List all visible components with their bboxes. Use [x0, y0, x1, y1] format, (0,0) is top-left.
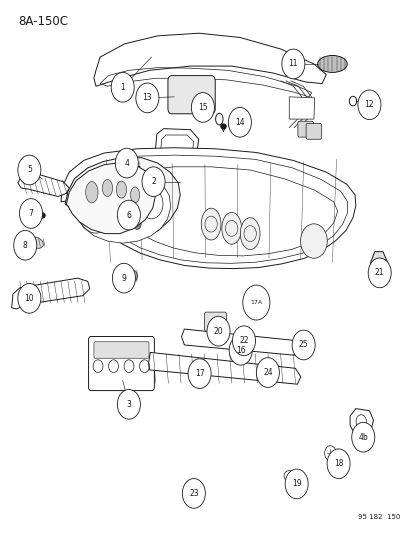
Circle shape: [19, 199, 43, 228]
FancyBboxPatch shape: [204, 312, 226, 331]
Text: 8: 8: [23, 241, 28, 250]
Text: 7: 7: [28, 209, 33, 218]
Circle shape: [111, 72, 134, 102]
Circle shape: [281, 49, 304, 79]
Polygon shape: [72, 169, 171, 243]
Text: 25: 25: [298, 341, 308, 350]
Circle shape: [18, 284, 41, 313]
Polygon shape: [133, 151, 153, 184]
Polygon shape: [65, 157, 180, 241]
Ellipse shape: [240, 217, 259, 249]
Text: 1: 1: [120, 83, 125, 92]
Text: 13: 13: [142, 93, 152, 102]
Text: 3: 3: [126, 400, 131, 409]
Polygon shape: [153, 128, 198, 193]
Ellipse shape: [263, 359, 271, 367]
Ellipse shape: [221, 213, 241, 244]
Ellipse shape: [283, 471, 294, 481]
Text: 95 182  150: 95 182 150: [357, 514, 399, 520]
Text: 18: 18: [333, 459, 342, 469]
FancyBboxPatch shape: [94, 342, 149, 358]
Circle shape: [188, 359, 211, 389]
Text: 24: 24: [262, 368, 272, 377]
Circle shape: [115, 148, 138, 178]
FancyBboxPatch shape: [168, 76, 215, 114]
Ellipse shape: [130, 187, 139, 203]
Circle shape: [367, 258, 390, 288]
Text: 4b: 4b: [358, 433, 367, 442]
Text: 20: 20: [213, 327, 223, 336]
Text: 5: 5: [27, 166, 32, 174]
Ellipse shape: [317, 55, 347, 72]
Circle shape: [191, 93, 214, 122]
Text: 23: 23: [189, 489, 198, 498]
Text: 6: 6: [126, 211, 131, 220]
Text: 2: 2: [151, 177, 156, 186]
Circle shape: [206, 317, 230, 346]
Text: 12: 12: [364, 100, 373, 109]
Text: 10: 10: [24, 294, 34, 303]
Polygon shape: [61, 148, 355, 269]
Ellipse shape: [300, 224, 327, 259]
Circle shape: [133, 219, 141, 229]
Polygon shape: [12, 278, 90, 309]
Text: 4: 4: [124, 159, 129, 167]
Polygon shape: [148, 352, 300, 384]
Circle shape: [324, 446, 335, 461]
Circle shape: [117, 200, 140, 230]
Circle shape: [182, 479, 205, 508]
Text: 22: 22: [239, 336, 248, 345]
Text: 15: 15: [197, 103, 207, 112]
Polygon shape: [66, 163, 155, 233]
Circle shape: [292, 330, 314, 360]
Circle shape: [242, 285, 269, 320]
Circle shape: [18, 155, 41, 185]
Polygon shape: [289, 97, 314, 119]
Text: 17: 17: [194, 369, 204, 378]
Circle shape: [357, 90, 380, 119]
Ellipse shape: [349, 96, 356, 106]
FancyBboxPatch shape: [88, 336, 154, 391]
Polygon shape: [181, 329, 301, 356]
Text: 11: 11: [288, 60, 297, 68]
Circle shape: [135, 83, 159, 113]
Polygon shape: [349, 409, 373, 435]
Ellipse shape: [246, 292, 261, 307]
Polygon shape: [94, 33, 325, 86]
Ellipse shape: [116, 181, 126, 198]
Text: 14: 14: [235, 118, 244, 127]
Circle shape: [14, 230, 37, 260]
Text: 21: 21: [374, 268, 384, 277]
Circle shape: [112, 263, 135, 293]
Ellipse shape: [29, 237, 43, 248]
Circle shape: [326, 449, 349, 479]
Circle shape: [285, 469, 307, 499]
Polygon shape: [18, 172, 69, 197]
Ellipse shape: [237, 332, 246, 341]
Circle shape: [142, 167, 165, 197]
Ellipse shape: [185, 480, 202, 490]
Circle shape: [228, 108, 251, 137]
FancyBboxPatch shape: [305, 123, 321, 139]
Polygon shape: [370, 252, 386, 276]
Polygon shape: [294, 333, 306, 346]
Text: 19: 19: [291, 479, 301, 488]
FancyBboxPatch shape: [297, 121, 313, 137]
Circle shape: [229, 335, 252, 365]
Ellipse shape: [85, 182, 98, 203]
Circle shape: [351, 422, 374, 452]
Ellipse shape: [102, 180, 112, 197]
Ellipse shape: [201, 208, 221, 240]
Circle shape: [117, 390, 140, 419]
Circle shape: [256, 358, 279, 387]
Text: 16: 16: [235, 346, 245, 355]
Text: 9: 9: [121, 273, 126, 282]
Ellipse shape: [215, 114, 223, 125]
Circle shape: [232, 326, 255, 356]
Text: 17A: 17A: [250, 300, 262, 305]
Text: 8A-150C: 8A-150C: [18, 14, 68, 28]
Ellipse shape: [120, 269, 137, 284]
